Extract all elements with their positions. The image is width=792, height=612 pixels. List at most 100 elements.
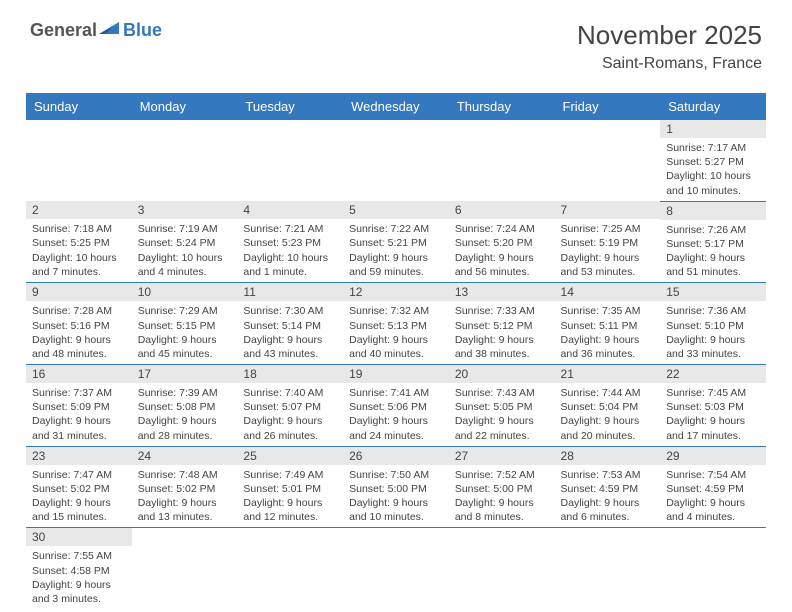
day-header: Monday (132, 93, 238, 120)
day-header: Friday (555, 93, 661, 120)
day-content: Sunrise: 7:43 AMSunset: 5:05 PMDaylight:… (449, 383, 555, 446)
day-number: 7 (555, 201, 661, 219)
day-number: 1 (660, 120, 766, 138)
calendar-table: SundayMondayTuesdayWednesdayThursdayFrid… (26, 93, 766, 609)
day-number: 17 (132, 365, 238, 383)
calendar-cell: 9Sunrise: 7:28 AMSunset: 5:16 PMDaylight… (26, 283, 132, 365)
day-header: Saturday (660, 93, 766, 120)
day-content: Sunrise: 7:36 AMSunset: 5:10 PMDaylight:… (660, 301, 766, 364)
calendar-cell (343, 120, 449, 201)
calendar-cell: 25Sunrise: 7:49 AMSunset: 5:01 PMDayligh… (237, 446, 343, 528)
day-number: 9 (26, 283, 132, 301)
calendar-cell: 15Sunrise: 7:36 AMSunset: 5:10 PMDayligh… (660, 283, 766, 365)
day-content: Sunrise: 7:50 AMSunset: 5:00 PMDaylight:… (343, 465, 449, 528)
calendar-cell (449, 528, 555, 609)
day-number: 16 (26, 365, 132, 383)
day-content: Sunrise: 7:41 AMSunset: 5:06 PMDaylight:… (343, 383, 449, 446)
calendar-cell: 24Sunrise: 7:48 AMSunset: 5:02 PMDayligh… (132, 446, 238, 528)
calendar-week: 30Sunrise: 7:55 AMSunset: 4:58 PMDayligh… (26, 528, 766, 609)
day-content: Sunrise: 7:39 AMSunset: 5:08 PMDaylight:… (132, 383, 238, 446)
day-number: 15 (660, 283, 766, 301)
day-content: Sunrise: 7:26 AMSunset: 5:17 PMDaylight:… (660, 220, 766, 283)
day-content: Sunrise: 7:28 AMSunset: 5:16 PMDaylight:… (26, 301, 132, 364)
logo-text-2: Blue (123, 20, 162, 41)
day-header: Wednesday (343, 93, 449, 120)
calendar-week: 2Sunrise: 7:18 AMSunset: 5:25 PMDaylight… (26, 201, 766, 283)
calendar-week: 23Sunrise: 7:47 AMSunset: 5:02 PMDayligh… (26, 446, 766, 528)
day-number: 25 (237, 447, 343, 465)
day-content: Sunrise: 7:19 AMSunset: 5:24 PMDaylight:… (132, 219, 238, 282)
day-content: Sunrise: 7:48 AMSunset: 5:02 PMDaylight:… (132, 465, 238, 528)
calendar-cell: 13Sunrise: 7:33 AMSunset: 5:12 PMDayligh… (449, 283, 555, 365)
day-number: 23 (26, 447, 132, 465)
day-number: 14 (555, 283, 661, 301)
calendar-cell: 7Sunrise: 7:25 AMSunset: 5:19 PMDaylight… (555, 201, 661, 283)
day-number: 12 (343, 283, 449, 301)
day-content: Sunrise: 7:53 AMSunset: 4:59 PMDaylight:… (555, 465, 661, 528)
day-number: 18 (237, 365, 343, 383)
day-content: Sunrise: 7:18 AMSunset: 5:25 PMDaylight:… (26, 219, 132, 282)
day-content: Sunrise: 7:49 AMSunset: 5:01 PMDaylight:… (237, 465, 343, 528)
calendar-cell: 10Sunrise: 7:29 AMSunset: 5:15 PMDayligh… (132, 283, 238, 365)
day-number: 21 (555, 365, 661, 383)
calendar-cell: 4Sunrise: 7:21 AMSunset: 5:23 PMDaylight… (237, 201, 343, 283)
day-content: Sunrise: 7:25 AMSunset: 5:19 PMDaylight:… (555, 219, 661, 282)
title-block: November 2025 Saint-Romans, France (577, 20, 762, 73)
location: Saint-Romans, France (577, 55, 762, 73)
day-content: Sunrise: 7:54 AMSunset: 4:59 PMDaylight:… (660, 465, 766, 528)
calendar-body: 1Sunrise: 7:17 AMSunset: 5:27 PMDaylight… (26, 120, 766, 609)
calendar-cell: 20Sunrise: 7:43 AMSunset: 5:05 PMDayligh… (449, 365, 555, 447)
day-content: Sunrise: 7:47 AMSunset: 5:02 PMDaylight:… (26, 465, 132, 528)
calendar-cell: 28Sunrise: 7:53 AMSunset: 4:59 PMDayligh… (555, 446, 661, 528)
calendar-cell (343, 528, 449, 609)
day-content: Sunrise: 7:45 AMSunset: 5:03 PMDaylight:… (660, 383, 766, 446)
calendar-week: 9Sunrise: 7:28 AMSunset: 5:16 PMDaylight… (26, 283, 766, 365)
day-number: 10 (132, 283, 238, 301)
day-number: 11 (237, 283, 343, 301)
day-header: Sunday (26, 93, 132, 120)
calendar-cell: 21Sunrise: 7:44 AMSunset: 5:04 PMDayligh… (555, 365, 661, 447)
calendar-cell: 27Sunrise: 7:52 AMSunset: 5:00 PMDayligh… (449, 446, 555, 528)
day-number: 19 (343, 365, 449, 383)
calendar-cell (555, 528, 661, 609)
calendar-cell: 16Sunrise: 7:37 AMSunset: 5:09 PMDayligh… (26, 365, 132, 447)
day-content: Sunrise: 7:29 AMSunset: 5:15 PMDaylight:… (132, 301, 238, 364)
calendar-cell: 30Sunrise: 7:55 AMSunset: 4:58 PMDayligh… (26, 528, 132, 609)
calendar-cell: 14Sunrise: 7:35 AMSunset: 5:11 PMDayligh… (555, 283, 661, 365)
day-content: Sunrise: 7:44 AMSunset: 5:04 PMDaylight:… (555, 383, 661, 446)
day-content: Sunrise: 7:33 AMSunset: 5:12 PMDaylight:… (449, 301, 555, 364)
calendar-cell: 8Sunrise: 7:26 AMSunset: 5:17 PMDaylight… (660, 201, 766, 283)
day-content: Sunrise: 7:32 AMSunset: 5:13 PMDaylight:… (343, 301, 449, 364)
calendar-cell (660, 528, 766, 609)
day-content: Sunrise: 7:24 AMSunset: 5:20 PMDaylight:… (449, 219, 555, 282)
logo: General Blue (30, 20, 162, 41)
calendar-cell: 3Sunrise: 7:19 AMSunset: 5:24 PMDaylight… (132, 201, 238, 283)
calendar-cell: 6Sunrise: 7:24 AMSunset: 5:20 PMDaylight… (449, 201, 555, 283)
calendar-cell: 29Sunrise: 7:54 AMSunset: 4:59 PMDayligh… (660, 446, 766, 528)
logo-flag-icon (99, 20, 121, 41)
calendar-cell (237, 528, 343, 609)
calendar-cell: 18Sunrise: 7:40 AMSunset: 5:07 PMDayligh… (237, 365, 343, 447)
calendar-cell: 23Sunrise: 7:47 AMSunset: 5:02 PMDayligh… (26, 446, 132, 528)
day-number: 6 (449, 201, 555, 219)
day-content: Sunrise: 7:52 AMSunset: 5:00 PMDaylight:… (449, 465, 555, 528)
calendar-cell (555, 120, 661, 201)
day-number: 22 (660, 365, 766, 383)
calendar-cell: 22Sunrise: 7:45 AMSunset: 5:03 PMDayligh… (660, 365, 766, 447)
logo-text-1: General (30, 20, 97, 41)
calendar-cell (449, 120, 555, 201)
calendar-cell: 1Sunrise: 7:17 AMSunset: 5:27 PMDaylight… (660, 120, 766, 201)
day-number: 3 (132, 201, 238, 219)
calendar-cell: 19Sunrise: 7:41 AMSunset: 5:06 PMDayligh… (343, 365, 449, 447)
days-of-week-row: SundayMondayTuesdayWednesdayThursdayFrid… (26, 93, 766, 120)
day-number: 29 (660, 447, 766, 465)
day-content: Sunrise: 7:22 AMSunset: 5:21 PMDaylight:… (343, 219, 449, 282)
day-content: Sunrise: 7:30 AMSunset: 5:14 PMDaylight:… (237, 301, 343, 364)
day-number: 4 (237, 201, 343, 219)
day-content: Sunrise: 7:17 AMSunset: 5:27 PMDaylight:… (660, 138, 766, 201)
calendar-cell: 26Sunrise: 7:50 AMSunset: 5:00 PMDayligh… (343, 446, 449, 528)
header: General Blue November 2025 Saint-Romans,… (0, 0, 792, 83)
day-number: 5 (343, 201, 449, 219)
day-number: 27 (449, 447, 555, 465)
calendar-cell (26, 120, 132, 201)
